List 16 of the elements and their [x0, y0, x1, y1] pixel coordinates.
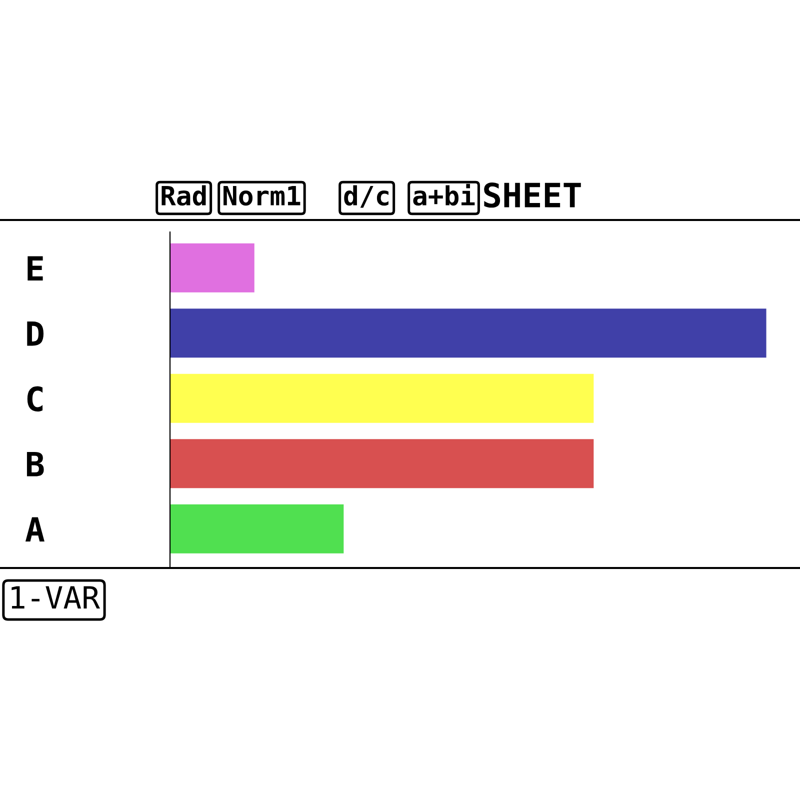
y-tick-label: B: [26, 452, 44, 476]
bar: [170, 308, 766, 358]
text: Norm1: [224, 186, 300, 206]
text: d/c: [344, 185, 388, 208]
text: SHEET: [484, 182, 581, 208]
bar: [170, 439, 594, 488]
y-tick-label: C: [27, 386, 43, 412]
y-tick-label: E: [28, 256, 43, 281]
y-tick-label: A: [25, 517, 44, 542]
text: a+bi: [413, 184, 475, 206]
bar: [170, 243, 254, 292]
bar: [170, 504, 344, 554]
text: Rad: [162, 185, 206, 206]
y-tick-label: D: [27, 321, 44, 346]
text: 1-VAR: [12, 586, 100, 609]
bar: [170, 374, 594, 423]
